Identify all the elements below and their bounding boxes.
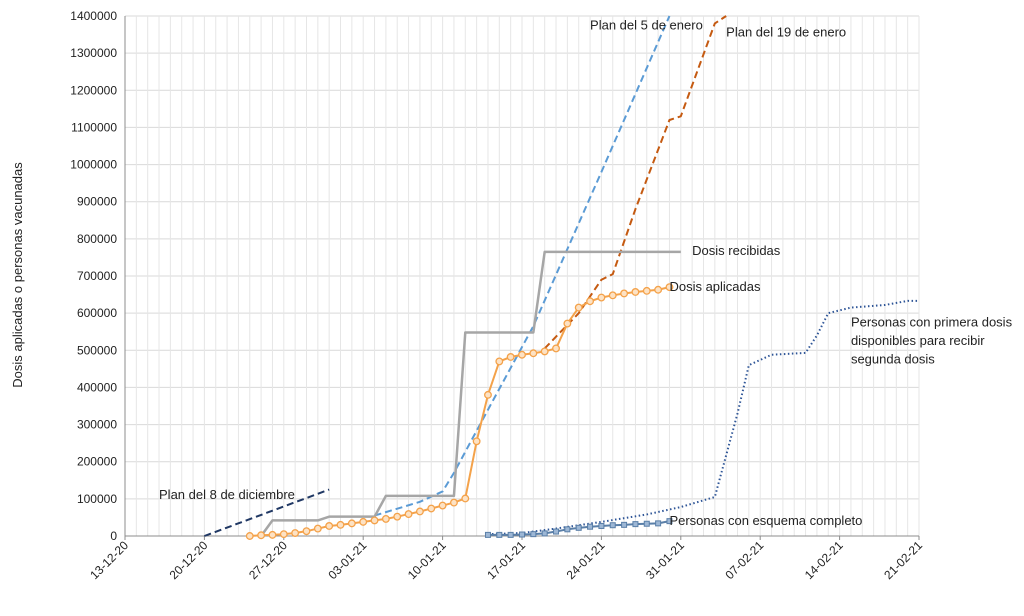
data-point xyxy=(484,390,492,399)
data-point xyxy=(563,319,572,328)
y-axis-label: Dosis aplicadas o personas vacunadas xyxy=(10,162,25,388)
x-tick-label: 24-01-21 xyxy=(564,538,608,582)
x-tick-label: 21-02-21 xyxy=(881,538,925,582)
series-line-plan-del-19-de-enero xyxy=(543,15,727,350)
x-tick-label: 13-12-20 xyxy=(87,538,131,582)
series-line-dosis-recibidas xyxy=(260,250,681,537)
data-point xyxy=(643,520,650,527)
data-point xyxy=(393,512,402,521)
data-point xyxy=(381,514,390,523)
y-tick-label: 600000 xyxy=(77,306,117,320)
data-point xyxy=(279,530,288,539)
data-point xyxy=(507,531,514,538)
y-tick-label: 1200000 xyxy=(70,83,117,97)
data-point xyxy=(621,521,628,528)
data-point xyxy=(496,531,503,538)
data-point xyxy=(597,293,606,302)
y-tick-label: 700000 xyxy=(77,269,117,283)
y-tick-label: 0 xyxy=(110,529,117,543)
series-line-plan-del-8-de-diciembre xyxy=(204,488,330,537)
y-tick-label: 1300000 xyxy=(70,46,117,60)
annotation-label: Plan del 8 de diciembre xyxy=(159,487,295,502)
data-point xyxy=(540,347,549,356)
data-point xyxy=(519,531,525,538)
data-point xyxy=(370,516,379,525)
annotation-label: Plan del 5 de enero xyxy=(590,17,703,32)
data-point xyxy=(404,510,413,519)
annotation-label: disponibles para recibir xyxy=(851,333,985,348)
data-point xyxy=(257,531,266,540)
y-tick-label: 500000 xyxy=(77,343,117,357)
x-tick-label: 10-01-21 xyxy=(405,538,449,582)
data-point xyxy=(655,520,662,527)
data-point xyxy=(495,357,504,366)
data-point xyxy=(484,531,491,538)
x-tick-label: 31-01-21 xyxy=(643,538,687,582)
data-point xyxy=(586,297,595,306)
x-tick-label: 14-02-21 xyxy=(802,538,846,582)
y-tick-label: 400000 xyxy=(77,380,117,394)
data-point xyxy=(587,523,594,530)
y-tick-label: 100000 xyxy=(77,492,117,506)
data-point xyxy=(268,530,277,539)
data-point xyxy=(302,527,311,536)
data-point xyxy=(575,524,582,531)
data-point xyxy=(472,437,481,446)
annotation-label: segunda dosis xyxy=(851,352,935,367)
data-point xyxy=(506,353,515,361)
x-tick-label: 20-12-20 xyxy=(167,538,211,582)
data-point xyxy=(564,526,571,533)
data-point xyxy=(609,522,616,529)
data-point xyxy=(665,283,674,292)
x-tick-label: 03-01-21 xyxy=(325,538,369,582)
y-tick-label: 300000 xyxy=(77,418,117,432)
data-point xyxy=(632,521,639,528)
data-point xyxy=(438,501,447,510)
data-point xyxy=(598,522,605,529)
data-point xyxy=(631,288,640,296)
data-point xyxy=(518,350,526,359)
data-point xyxy=(541,530,548,537)
x-tick-label: 07-02-21 xyxy=(722,538,766,582)
series-line-plan-del-5-de-enero xyxy=(374,15,671,517)
series-group xyxy=(204,15,919,540)
data-point xyxy=(461,494,470,503)
data-point xyxy=(336,520,345,529)
data-point xyxy=(552,344,560,353)
data-point xyxy=(291,529,300,537)
data-point xyxy=(530,531,537,538)
annotation-label: Personas con esquema completo xyxy=(669,513,862,528)
annotation-label: Plan del 19 de enero xyxy=(726,25,846,40)
annotation-label: Personas con primera dosis xyxy=(851,314,1013,329)
gridlines xyxy=(124,15,920,537)
annotation-label: Dosis aplicadas xyxy=(669,279,761,294)
y-tick-label: 1100000 xyxy=(71,120,117,134)
data-point xyxy=(666,518,673,525)
y-tick-label: 1400000 xyxy=(70,9,117,23)
annotations: Plan del 5 de enero Plan del 19 de enero D… xyxy=(159,17,1013,528)
y-tick-label: 200000 xyxy=(77,455,117,469)
x-tick-label: 27-12-20 xyxy=(246,538,290,582)
data-point xyxy=(347,519,356,528)
data-point xyxy=(427,504,436,513)
data-point xyxy=(620,289,629,298)
data-point xyxy=(642,286,651,295)
x-tick-label: 17-01-21 xyxy=(484,538,528,582)
y-tick-label: 900000 xyxy=(77,195,117,209)
data-point xyxy=(553,528,560,535)
data-point xyxy=(359,517,368,526)
y-tick-label: 800000 xyxy=(77,232,117,246)
annotation-label: Dosis recibidas xyxy=(692,243,781,258)
data-point xyxy=(529,349,538,358)
data-point xyxy=(574,303,583,312)
data-point xyxy=(415,507,424,516)
data-point xyxy=(245,532,254,540)
data-point xyxy=(313,524,322,533)
data-point xyxy=(325,522,334,530)
data-point xyxy=(654,285,663,294)
data-point xyxy=(449,498,458,507)
data-point xyxy=(608,291,617,300)
y-tick-label: 1000000 xyxy=(70,158,117,172)
